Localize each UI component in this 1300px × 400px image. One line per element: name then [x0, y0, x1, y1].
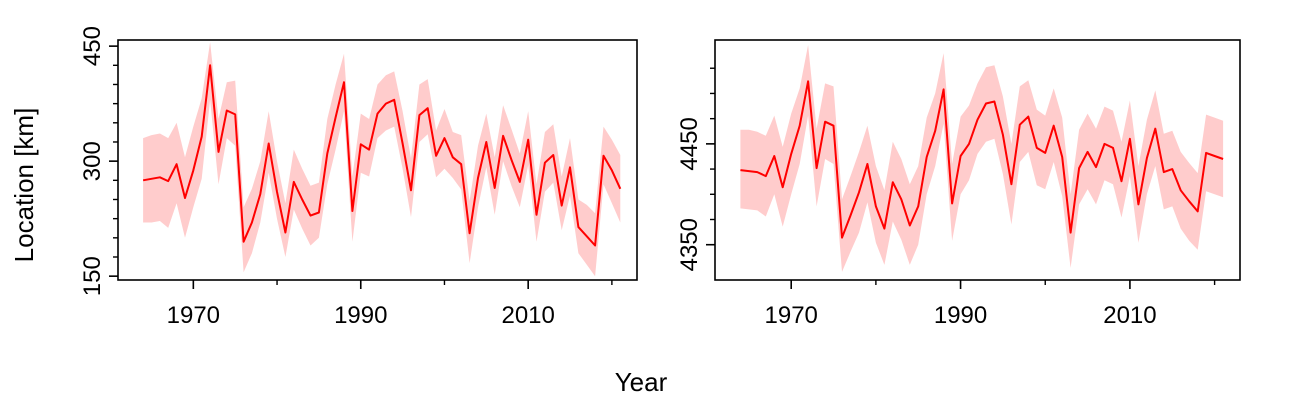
x-tick-label: 1990 — [334, 302, 387, 329]
series-line — [740, 80, 1224, 239]
y-axis-title: Location [km] — [9, 108, 39, 263]
y-tick-label: 450 — [79, 26, 106, 66]
y-tick-label: 4450 — [676, 117, 703, 170]
x-tick-label: 2010 — [501, 302, 554, 329]
x-axis-title: Year — [615, 367, 668, 397]
x-tick-label: 1970 — [765, 302, 818, 329]
x-tick-label: 2010 — [1103, 302, 1156, 329]
series-line — [142, 64, 622, 247]
x-tick-label: 1990 — [934, 302, 987, 329]
y-tick-label: 300 — [79, 141, 106, 181]
confidence-band — [740, 45, 1224, 272]
y-tick-label: 150 — [79, 256, 106, 296]
y-tick-label: 4350 — [676, 218, 703, 271]
left-panel: 1970 1990 2010 150 300 450 — [79, 26, 638, 329]
x-tick-label: 1970 — [167, 302, 220, 329]
plot-frame — [117, 39, 638, 281]
right-panel: 1970 1990 2010 4350 4450 — [676, 39, 1241, 329]
plot-frame — [714, 39, 1241, 281]
